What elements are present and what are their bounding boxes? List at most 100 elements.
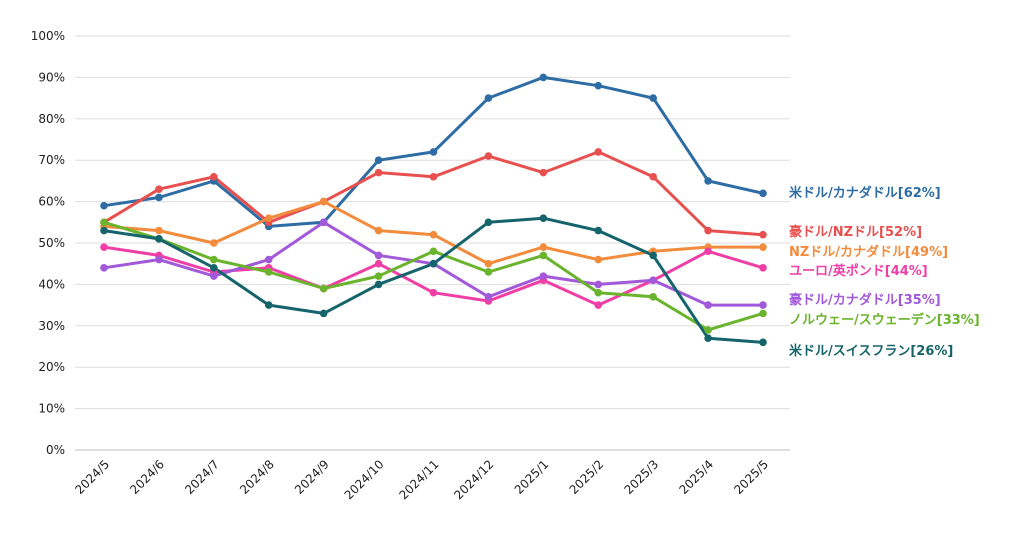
x-tick-label: 2024/8 xyxy=(237,457,277,497)
x-tick-label: 2025/3 xyxy=(622,457,662,497)
data-point xyxy=(429,247,438,256)
y-tick-label: 20% xyxy=(38,360,65,374)
data-point xyxy=(539,272,548,280)
x-tick-label: 2025/4 xyxy=(676,457,716,497)
y-tick-label: 40% xyxy=(38,277,65,291)
data-point xyxy=(264,301,273,309)
y-tick-label: 100% xyxy=(31,29,65,43)
data-point xyxy=(100,264,108,272)
series-label: 豪ドル/カナダドル[35%] xyxy=(789,292,941,308)
data-point xyxy=(759,189,767,198)
data-point xyxy=(539,73,548,82)
y-tick-label: 30% xyxy=(38,319,65,333)
data-point xyxy=(649,172,657,181)
data-point xyxy=(759,309,767,318)
series-labels: 米ドル/カナダドル[62%] 豪ドル/NZドル[52%] NZドル/カナダドル[49… xyxy=(789,185,980,359)
data-point xyxy=(594,255,603,264)
x-tick-label: 2024/10 xyxy=(342,457,387,502)
data-point xyxy=(594,148,603,156)
data-point xyxy=(374,280,383,289)
x-axis: 2024/5 2024/6 2024/7 2024/8 2024/9 2024/10 202… xyxy=(72,457,771,502)
data-point xyxy=(759,264,767,272)
data-point xyxy=(429,148,438,156)
data-point xyxy=(539,168,548,177)
series-label: 米ドル/スイスフラン[26%] xyxy=(789,343,953,359)
data-point xyxy=(704,177,712,185)
data-point xyxy=(704,334,712,343)
series-line xyxy=(102,150,765,237)
data-point xyxy=(484,152,493,160)
data-point xyxy=(759,301,767,309)
data-point xyxy=(704,326,712,334)
data-point xyxy=(594,81,603,90)
data-point xyxy=(374,251,383,260)
x-tick-label: 2025/5 xyxy=(731,457,771,497)
x-tick-label: 2024/5 xyxy=(72,457,112,497)
data-point xyxy=(210,239,218,247)
data-point xyxy=(319,218,328,227)
data-point xyxy=(155,193,163,202)
x-tick-label: 2024/6 xyxy=(127,457,167,497)
data-point xyxy=(264,255,273,264)
series-lines xyxy=(102,75,765,344)
data-point xyxy=(649,251,657,260)
data-point xyxy=(100,226,108,235)
series-label: 豪ドル/NZドル[52%] xyxy=(789,224,922,240)
data-point xyxy=(649,276,657,285)
data-point xyxy=(210,264,218,272)
data-point xyxy=(374,259,383,268)
series-points xyxy=(100,73,767,347)
data-point xyxy=(319,284,328,293)
series-label: ユーロ/英ポンド[44%] xyxy=(789,263,928,279)
data-point xyxy=(155,255,163,264)
data-point xyxy=(319,309,328,318)
y-axis: 0% 10% 20% 30% 40% 50% 60% 70% 80% 90% 100% xyxy=(31,29,65,457)
y-tick-label: 60% xyxy=(38,195,65,209)
x-tick-label: 2025/2 xyxy=(567,457,607,497)
data-point xyxy=(100,218,108,227)
data-point xyxy=(374,168,383,177)
data-point xyxy=(759,338,767,347)
data-point xyxy=(100,243,108,251)
y-tick-label: 90% xyxy=(38,70,65,84)
data-point xyxy=(429,259,438,268)
data-point xyxy=(759,243,767,251)
data-point xyxy=(704,247,712,256)
data-point xyxy=(539,251,548,260)
x-tick-label: 2025/1 xyxy=(512,457,552,497)
data-point xyxy=(210,172,218,181)
gridlines xyxy=(75,35,790,451)
data-point xyxy=(374,156,383,164)
data-point xyxy=(374,272,383,280)
data-point xyxy=(429,288,438,297)
data-point xyxy=(155,226,163,235)
series-label: ノルウェー/スウェーデン[33%] xyxy=(789,312,980,328)
data-point xyxy=(210,255,218,264)
data-point xyxy=(594,226,603,235)
data-point xyxy=(210,272,218,280)
data-point xyxy=(594,288,603,297)
data-point xyxy=(594,280,603,289)
data-point xyxy=(429,230,438,239)
data-point xyxy=(594,301,603,309)
y-tick-label: 50% xyxy=(38,236,65,250)
data-point xyxy=(484,259,493,268)
series-label: 米ドル/カナダドル[62%] xyxy=(789,185,941,201)
y-tick-label: 80% xyxy=(38,112,65,126)
data-point xyxy=(264,214,273,222)
data-point xyxy=(539,214,548,222)
data-point xyxy=(704,226,712,235)
data-point xyxy=(264,268,273,276)
data-point xyxy=(484,293,493,301)
y-tick-label: 70% xyxy=(38,153,65,167)
data-point xyxy=(484,218,493,227)
x-tick-label: 2024/9 xyxy=(292,457,332,497)
x-tick-label: 2024/11 xyxy=(396,457,441,502)
data-point xyxy=(484,94,493,102)
data-point xyxy=(649,293,657,301)
y-tick-label: 0% xyxy=(46,443,65,457)
data-point xyxy=(649,94,657,102)
series-label: NZドル/カナダドル[49%] xyxy=(789,244,948,260)
x-tick-label: 2024/7 xyxy=(182,457,222,497)
